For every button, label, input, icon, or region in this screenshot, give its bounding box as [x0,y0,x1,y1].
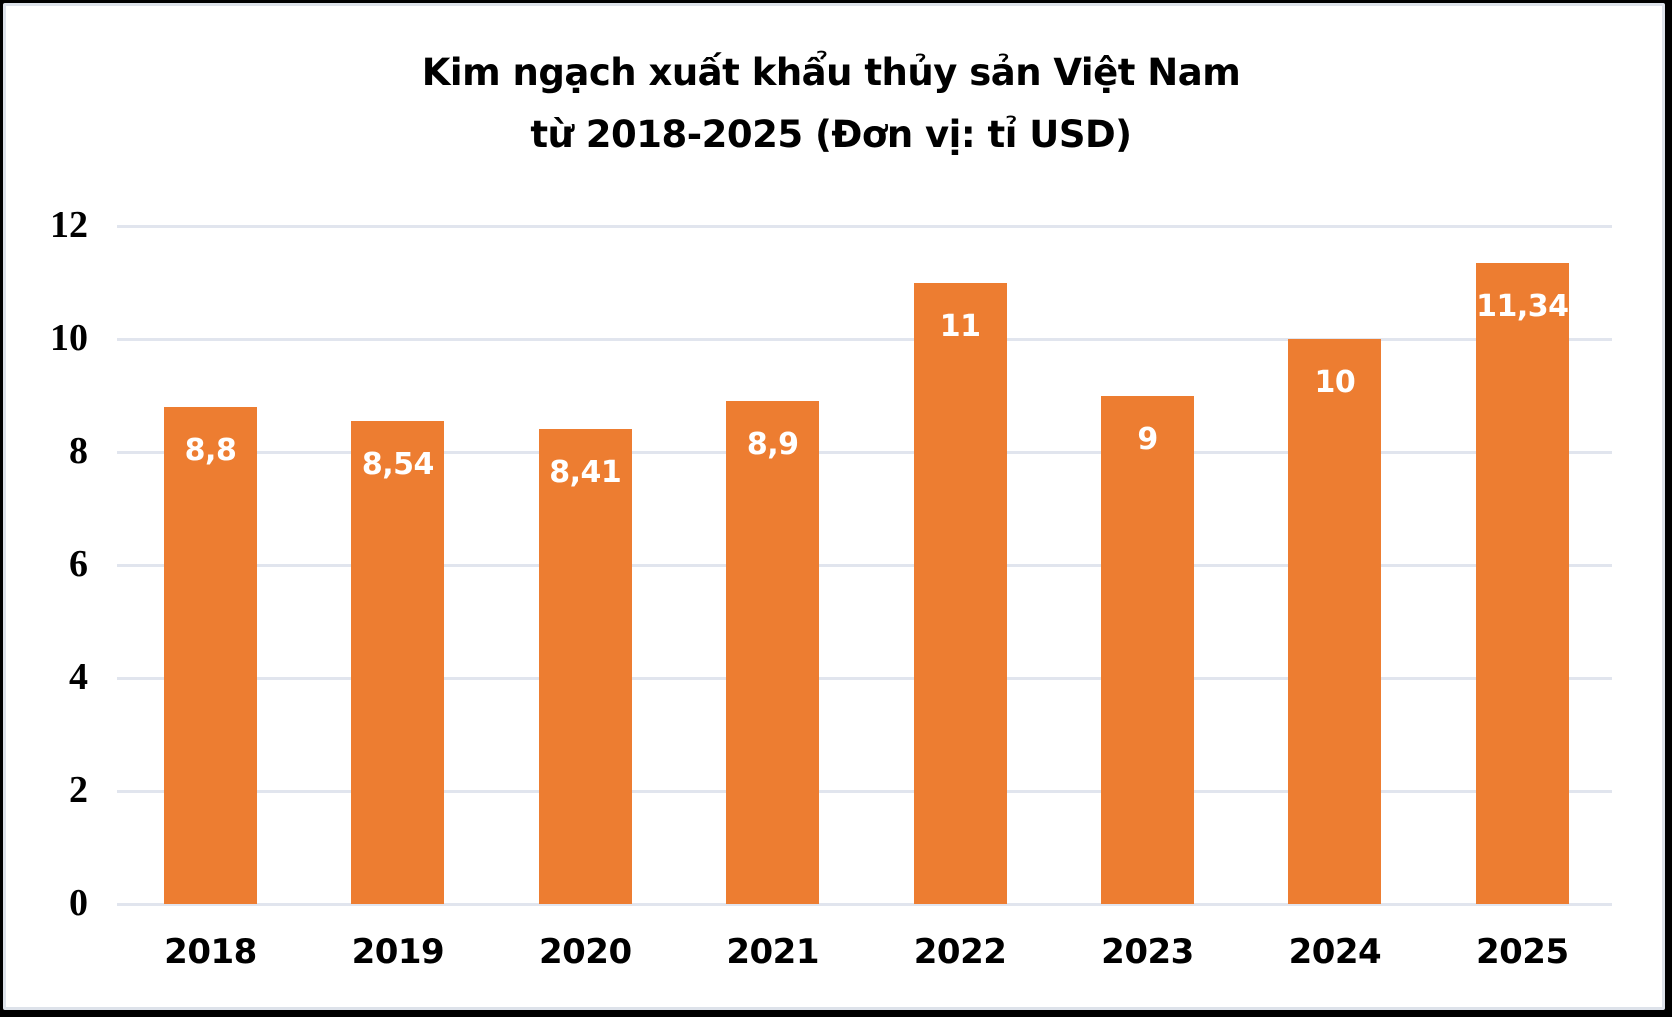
x-axis-tick-label: 2023 [1101,932,1194,972]
gridline [117,225,1612,228]
gridline [117,338,1612,341]
bar-value-label: 9 [1137,421,1158,457]
x-axis-tick-label: 2021 [726,932,819,972]
x-axis-tick-label: 2025 [1475,932,1569,972]
bar-2022: 11 [913,282,1007,904]
gridline [117,677,1612,680]
bar-2024: 10 [1288,339,1382,904]
bar-value-label: 8,8 [184,432,237,468]
y-axis-tick-label: 4 [69,656,88,698]
bar-2019: 8,54 [351,421,445,904]
chart-title: Kim ngạch xuất khẩu thủy sản Việt Nam từ… [0,42,1662,166]
chart-title-line-2: từ 2018-2025 (Đơn vị: tỉ USD) [530,113,1132,156]
x-axis-tick-label: 2024 [1288,932,1382,972]
bar-value-label: 11,34 [1476,289,1569,325]
gridline [117,451,1612,454]
y-axis-tick-label: 0 [69,882,88,924]
chart-panel [3,3,1665,1010]
y-axis-tick-label: 8 [69,430,88,472]
bar-value-label: 8,54 [361,447,435,483]
gridline [117,564,1612,567]
x-axis-tick-label: 2020 [538,932,632,972]
chart-title-line-1: Kim ngạch xuất khẩu thủy sản Việt Nam [421,51,1241,94]
bar-2021: 8,9 [726,401,820,904]
bar-2020: 8,41 [538,428,632,904]
y-axis-tick-label: 2 [69,769,88,811]
gridline [117,903,1612,906]
bar-value-label: 8,9 [746,427,799,463]
bar-value-label: 10 [1314,365,1356,400]
y-axis-tick-label: 10 [50,317,88,359]
bar-2025: 11,34 [1475,263,1569,904]
x-axis-tick-label: 2019 [351,932,445,972]
bar-value-label: 8,41 [549,454,622,490]
y-axis-tick-label: 6 [69,543,88,585]
bar-value-label: 11 [939,308,981,344]
bar-2023: 9 [1101,395,1194,904]
bar-2018: 8,8 [164,406,257,904]
gridline [117,790,1612,793]
y-axis-tick-label: 12 [50,204,88,246]
x-axis-tick-label: 2022 [913,932,1007,972]
x-axis-tick-label: 2018 [164,932,257,972]
